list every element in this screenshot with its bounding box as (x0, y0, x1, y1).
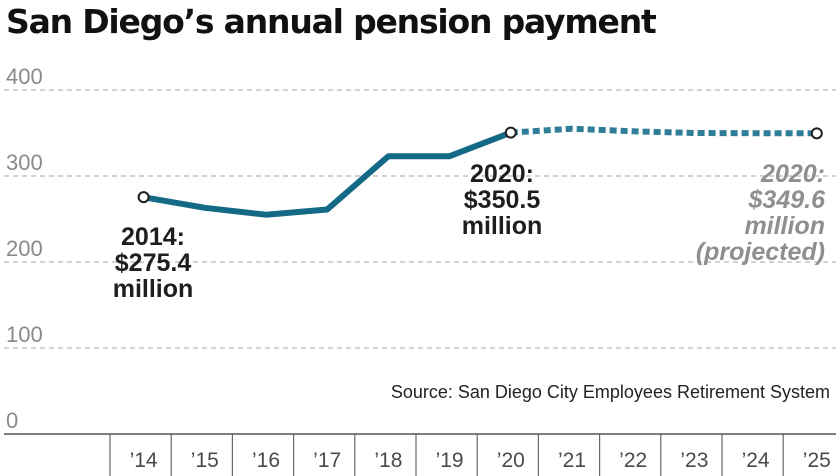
chart-title: San Diego’s annual pension payment (6, 2, 657, 41)
x-tick-label: ’23 (680, 449, 708, 472)
x-tick-label: ’19 (436, 449, 464, 472)
x-tick-label: ’24 (742, 449, 770, 472)
y-axis: 400 300 200 100 0 (6, 64, 43, 433)
annotation-line: million (744, 212, 825, 240)
annotation-line: 2020: (760, 160, 825, 188)
x-tick-label: ’22 (619, 449, 647, 472)
x-axis: ’14 ’15 ’16 ’17 ’18 ’19 ’20 ’21 ’22 ’23 ’24 ’25 (4, 433, 836, 476)
x-tick-label: ’14 (130, 449, 158, 472)
markers (137, 126, 823, 204)
x-tick-label: ’16 (252, 449, 280, 472)
series-line-actual (140, 129, 514, 218)
y-tick-label: 300 (6, 150, 43, 175)
x-tick-label: ’25 (803, 449, 831, 472)
x-tick-label: ’18 (374, 449, 402, 472)
annotation-line: million (113, 275, 194, 303)
annotations: 2014:$275.4million2020:$350.5million2020… (113, 160, 826, 303)
point-marker (137, 191, 150, 204)
annotation-line: 2014: (121, 223, 185, 251)
x-tick-label: ’21 (558, 449, 586, 472)
annotation-line: 2020: (470, 160, 534, 188)
point-marker (504, 126, 517, 139)
y-tick-label: 200 (6, 236, 43, 261)
annotation-line: (projected) (696, 238, 825, 266)
annotation-line: $349.6 (748, 186, 827, 214)
series-line-projected (510, 125, 817, 137)
point-marker (810, 127, 823, 140)
annotation-line: $350.5 (464, 186, 541, 214)
gridlines (4, 89, 836, 349)
x-tick-label: ’17 (313, 449, 341, 472)
y-tick-label: 100 (6, 322, 43, 347)
annotation-line: million (462, 212, 543, 240)
series (140, 125, 817, 218)
y-tick-label: 400 (6, 64, 43, 89)
x-tick-label: ’20 (497, 449, 525, 472)
x-tick-label: ’15 (191, 449, 219, 472)
annotation-line: $275.4 (115, 249, 192, 277)
source-note: Source: San Diego City Employees Retirem… (391, 382, 830, 402)
y-tick-label: 0 (6, 408, 18, 433)
